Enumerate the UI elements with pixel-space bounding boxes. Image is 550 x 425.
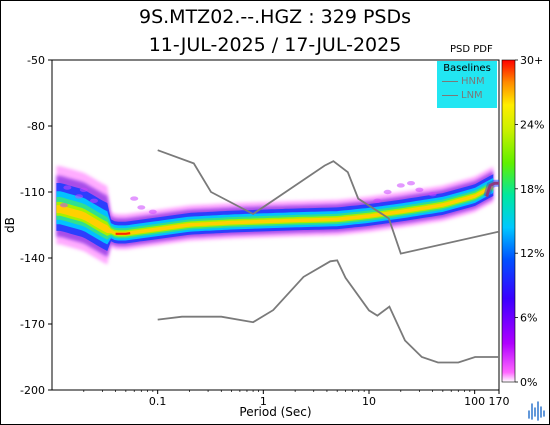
pdf-speckle [90, 198, 98, 203]
x-tick-label: 10 [362, 395, 376, 408]
colorbar-tick-label: 0% [520, 376, 537, 389]
baseline-legend: Baselines HNM LNM [437, 61, 497, 108]
pdf-speckle [148, 209, 157, 214]
pdf-speckle [396, 183, 405, 188]
x-tick-label: 1 [260, 395, 267, 408]
y-tick-label: -50 [27, 54, 45, 67]
pdf-speckle [63, 185, 72, 190]
baseline-lnm [157, 259, 499, 364]
y-axis-label: dB [3, 217, 17, 233]
psd-pdf-density [56, 166, 499, 265]
colorbar [501, 59, 516, 383]
pdf-speckle [407, 181, 415, 186]
chart-subtitle: 11-JUL-2025 / 17-JUL-2025 [148, 34, 402, 56]
axes: -50 -80 -110 -140 -170 -200 0.1 1 10 100 170 Period… [3, 54, 510, 419]
x-axis-label: Period (Sec) [239, 405, 311, 419]
pdf-speckle [137, 205, 146, 210]
pdf-speckle [130, 196, 139, 201]
pdf-long-period-halo [483, 179, 499, 198]
colorbar-tick-label: 18% [520, 183, 544, 196]
chart-title: 9S.MTZ02.--.HGZ : 329 PSDs [138, 6, 412, 28]
lnm-swatch [442, 94, 458, 96]
colorbar-tick-label: 12% [520, 247, 544, 260]
pdf-mode-peak [115, 232, 131, 235]
x-tick-label: 0.1 [149, 395, 167, 408]
x-tick-label: 100 [464, 395, 485, 408]
pdf-speckle [415, 187, 424, 192]
pdf-speckle [428, 192, 437, 197]
pdf-speckle [75, 194, 83, 199]
colorbar-title: PSD PDF [450, 44, 493, 55]
y-tick-label: -200 [20, 384, 45, 397]
y-tick-label: -80 [27, 120, 45, 133]
hnm-swatch [442, 80, 458, 82]
pdf-speckle [373, 198, 382, 203]
legend-entry-hnm: HNM [437, 74, 497, 88]
y-tick-label: -110 [20, 186, 45, 199]
baseline-hnm [157, 149, 499, 255]
colorbar-tick-label: 30+ [520, 54, 543, 67]
pdf-density-band [56, 184, 494, 236]
y-tick-label: -140 [20, 252, 45, 265]
y-tick-label: -170 [20, 318, 45, 331]
colorbar-tick-label: 24% [520, 118, 544, 131]
pdf-speckle [79, 187, 88, 192]
baseline-models [157, 149, 499, 364]
wave-bars-icon [528, 401, 545, 421]
pdf-speckle [383, 189, 392, 195]
legend-label-hnm: HNM [461, 75, 485, 87]
legend-title: Baselines [443, 63, 491, 74]
legend-label-lnm: LNM [461, 89, 483, 101]
legend-entry-lnm: LNM [437, 88, 497, 102]
pdf-speckle [60, 203, 68, 208]
x-tick-label: 170 [489, 395, 510, 408]
colorbar-tick-label: 6% [520, 312, 537, 325]
colorbar-ticks: 30+ 24% 18% 12% 6% 0% [515, 54, 544, 389]
